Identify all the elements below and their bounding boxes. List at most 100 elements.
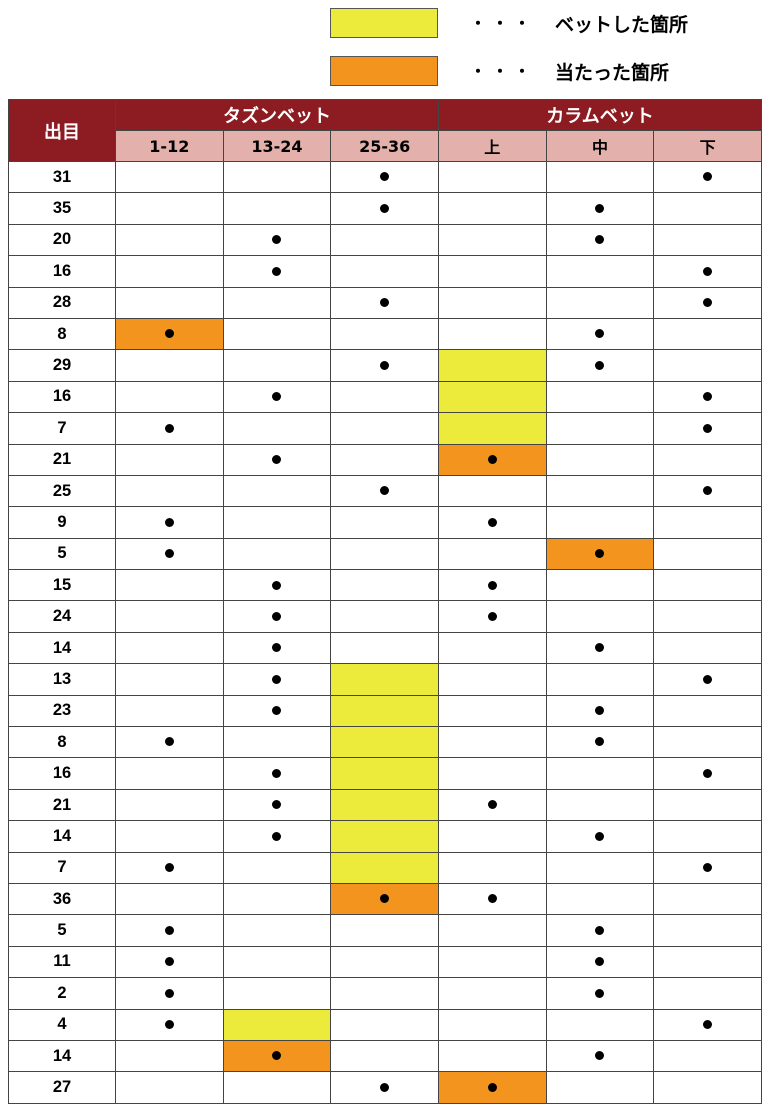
table-row: 23 [8, 694, 762, 728]
bet-dot [272, 768, 282, 778]
bet-dot [164, 423, 174, 433]
bet-dot [272, 674, 282, 684]
roll-number: 8 [8, 317, 116, 351]
bet-dot [380, 486, 390, 496]
bet-cell [222, 506, 332, 539]
bet-cell [222, 694, 332, 728]
bet-cell [545, 1008, 655, 1041]
bet-cell [115, 1071, 224, 1104]
bet-cell [545, 726, 655, 759]
bet-dot [595, 549, 605, 559]
bet-cell [653, 317, 762, 351]
bet-cell [545, 286, 655, 319]
bet-cell [653, 192, 762, 225]
bet-dot [487, 454, 497, 464]
legend-hit-label: 当たった箇所 [555, 62, 670, 84]
bet-cell [437, 317, 547, 351]
bet-cell [330, 537, 439, 571]
bet-cell [653, 600, 762, 633]
roll-number: 15 [8, 569, 116, 602]
bet-cell [437, 788, 547, 822]
bet-cell [437, 1071, 547, 1104]
bet-dot [272, 266, 282, 276]
bet-cell [545, 882, 655, 916]
roll-number: 27 [8, 1071, 116, 1104]
table-row: 24 [8, 600, 762, 633]
bet-cell [653, 474, 762, 508]
bet-swatch [330, 8, 438, 38]
bet-dot [272, 800, 282, 810]
bet-cell [222, 600, 332, 633]
bet-cell [653, 349, 762, 382]
legend-bet: ・・・ ベットした箇所 [330, 6, 770, 40]
table-row: 21 [8, 443, 762, 476]
bet-dot [595, 1051, 605, 1061]
roll-number: 25 [8, 474, 116, 508]
bet-dot [164, 988, 174, 998]
bet-cell [330, 631, 439, 665]
bet-cell [545, 412, 655, 445]
table-row: 15 [8, 569, 762, 602]
bet-cell [545, 443, 655, 476]
bet-cell [222, 914, 332, 947]
bet-cell [653, 286, 762, 319]
col-middle: 中 [545, 130, 655, 162]
bet-cell [437, 600, 547, 633]
bet-cell [115, 192, 224, 225]
bet-cell [115, 914, 224, 947]
bet-cell [330, 726, 439, 759]
bet-cell [222, 851, 332, 884]
bet-dot [164, 863, 174, 873]
bet-dot [595, 360, 605, 370]
bet-dot [272, 611, 282, 621]
bet-cell [653, 1039, 762, 1073]
bet-cell [330, 914, 439, 947]
roll-number: 21 [8, 788, 116, 822]
bet-cell [545, 349, 655, 382]
bet-cell [115, 882, 224, 916]
table-row: 20 [8, 223, 762, 257]
bet-cell [115, 160, 224, 194]
hit-swatch [330, 56, 438, 86]
roll-number: 7 [8, 412, 116, 445]
bet-cell [222, 223, 332, 257]
bet-cell [437, 726, 547, 759]
bet-cell [437, 694, 547, 728]
bet-cell [115, 286, 224, 319]
table-row: 25 [8, 474, 762, 508]
bet-dot [703, 392, 713, 402]
bet-cell [330, 569, 439, 602]
bet-cell [330, 255, 439, 288]
table-row: 29 [8, 349, 762, 382]
bet-cell [330, 694, 439, 728]
bet-cell [330, 443, 439, 476]
bet-cell [437, 663, 547, 696]
table-row: 11 [8, 945, 762, 979]
bet-cell [545, 757, 655, 790]
bet-cell [222, 160, 332, 194]
table-row: 35 [8, 192, 762, 225]
bet-cell [653, 160, 762, 194]
bet-cell [330, 412, 439, 445]
bet-cell [545, 600, 655, 633]
bet-cell [115, 977, 224, 1010]
bet-dot [272, 580, 282, 590]
bet-cell [437, 255, 547, 288]
roll-number: 24 [8, 600, 116, 633]
bet-dot [272, 1051, 282, 1061]
bet-cell [545, 788, 655, 822]
table-row: 16 [8, 757, 762, 790]
roll-number: 13 [8, 663, 116, 696]
bet-cell [545, 160, 655, 194]
table-row: 8 [8, 317, 762, 351]
bet-cell [653, 412, 762, 445]
bet-cell [115, 349, 224, 382]
table-row: 14 [8, 1039, 762, 1073]
bet-dot [703, 674, 713, 684]
bet-cell [437, 757, 547, 790]
roll-number: 2 [8, 977, 116, 1010]
bet-cell [437, 412, 547, 445]
table-row: 14 [8, 820, 762, 853]
roll-number: 16 [8, 255, 116, 288]
bet-cell [115, 506, 224, 539]
